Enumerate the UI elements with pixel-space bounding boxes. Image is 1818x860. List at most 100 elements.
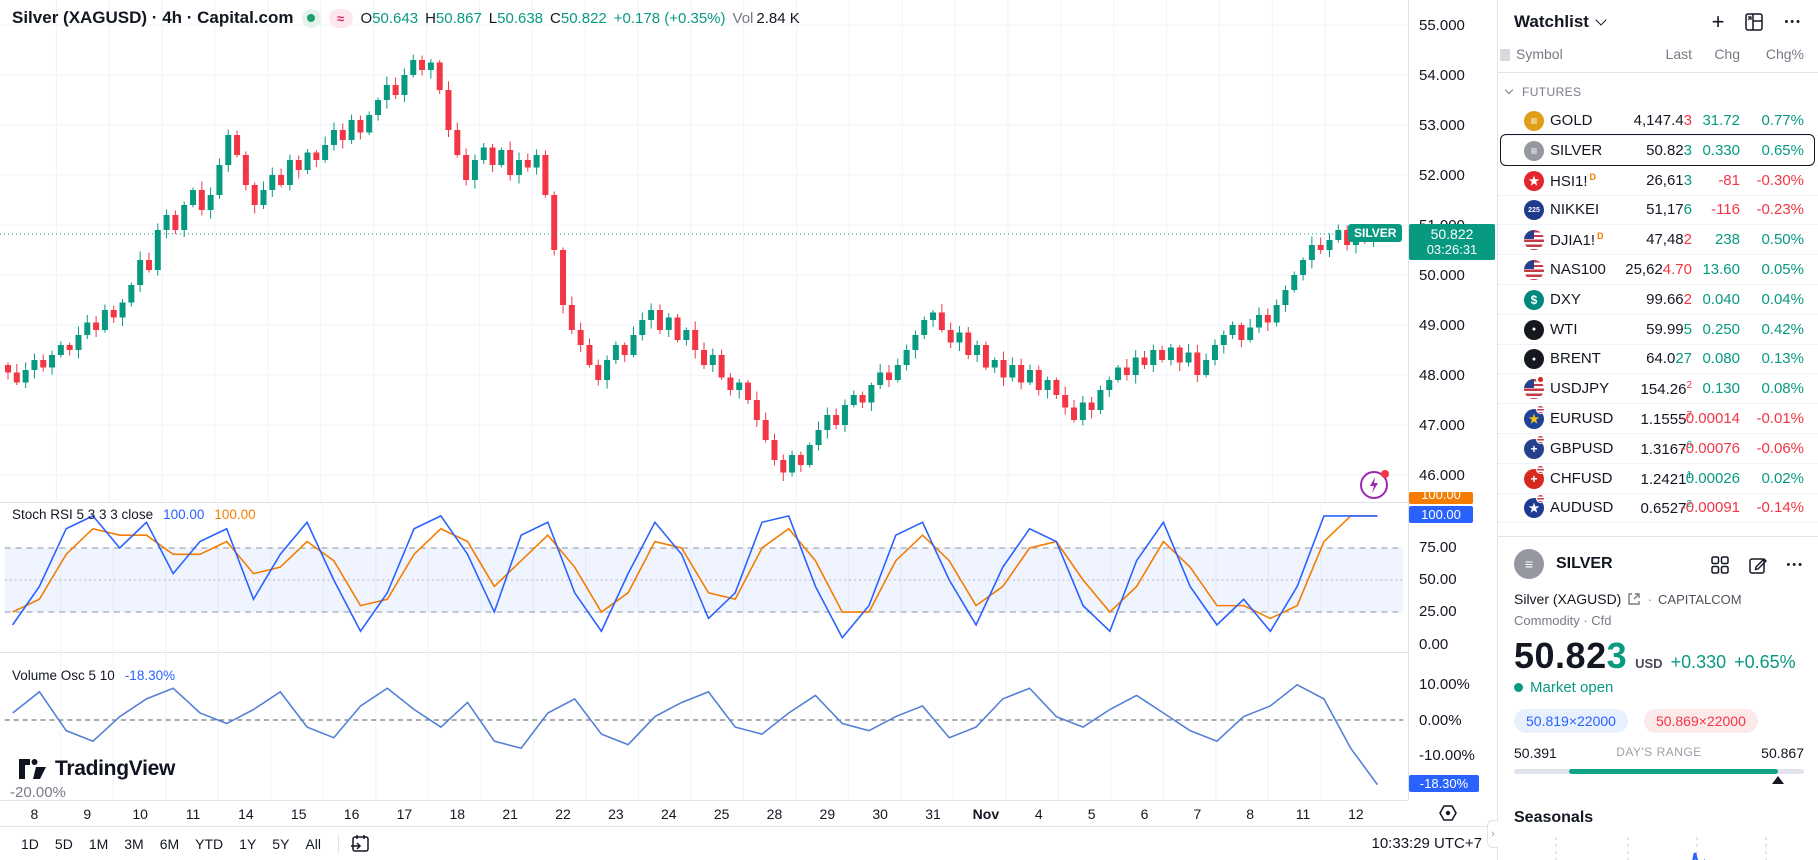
edit-icon[interactable] [1748,555,1768,575]
chfusd-icon: + [1524,468,1544,489]
price-axis-label: 53.000 [1419,117,1465,134]
column-chgp[interactable]: Chg% [1765,46,1804,62]
range-button-1m[interactable]: 1M [88,835,109,852]
change-pct-cell: -0.06% [1756,439,1804,457]
clock[interactable]: 10:33:29 UTC+7 [1371,835,1483,852]
range-button-all[interactable]: All [305,835,321,852]
watchlist-header: Watchlist + ••• [1498,0,1818,44]
stoch-k-value: 100.00 [163,507,205,522]
price-axis[interactable]: 55.00054.00053.00052.00051.00050.00049.0… [1408,0,1496,800]
flag-column-icon[interactable] [1500,49,1510,61]
grid-layout-button[interactable] [1744,12,1764,32]
time-axis[interactable]: 8 9 10 11 14 15 16 17 18 21 22 23 24 25 28 29 30 31 Nov 4 5 6… [0,800,1408,826]
time-axis-label: 24 [660,806,677,822]
change-pct-cell: -0.23% [1756,201,1804,219]
market-open-dot [1514,683,1523,692]
range-button-1y[interactable]: 1Y [239,835,257,852]
change-cell: -0.00091 [1680,499,1740,517]
symbol-title[interactable]: Silver (XAGUSD) · 4h · Capital.com [12,8,294,27]
watchlist-row-djia1[interactable]: DJIA1! D 47,482 238 0.50% [1498,225,1818,256]
us-flag-icon [1524,379,1544,400]
last-price-cell: 1.24211 [1640,469,1692,488]
stoch-d-value: 100.00 [214,507,256,522]
stoch-axis-label: 25.00 [1419,603,1457,621]
watchlist-row-eurusd[interactable]: ★ EURUSD 1.15557 -0.00014 -0.01% [1498,404,1818,434]
last-price-cell: 64.027 [1646,350,1692,368]
add-symbol-button[interactable]: + [1711,9,1725,34]
watchlist-row-hsi1[interactable]: ★ HSI1! D 26,613 -81 -0.30% [1498,166,1818,196]
time-axis-label: 15 [290,806,307,822]
column-last[interactable]: Last [1665,46,1692,62]
change-pct-cell: 0.04% [1761,290,1804,308]
ohlc-item: O50.643 [360,9,419,27]
watchlist-title-button[interactable]: Watchlist [1514,12,1607,32]
external-link-icon[interactable] [1627,592,1641,606]
detail-name[interactable]: Silver (XAGUSD) [1514,591,1622,607]
detail-symbol[interactable]: SILVER [1556,555,1613,572]
market-open-dot-icon[interactable] [301,8,321,28]
time-axis-label: 25 [713,806,730,822]
tradingview-logo-text: TradingView [55,757,176,780]
ohlc-item: H50.867 [425,9,482,27]
layout-grid-icon[interactable] [1710,555,1730,575]
range-button-5d[interactable]: 5D [54,835,73,852]
lightning-icon[interactable] [1360,470,1389,499]
detail-source[interactable]: CAPITALCOM [1658,591,1742,607]
last-price-cell: 59.995 [1646,320,1692,338]
us-flag-icon [1524,230,1544,251]
watchlist-row-nas100[interactable]: NAS100 25,624.70 13.60 0.05% [1498,255,1818,285]
brent-icon: ● [1524,349,1544,370]
ask-pill[interactable]: 50.869×22000 [1643,709,1758,733]
watchlist-row-wti[interactable]: ● WTI 59.995 0.250 0.42% [1498,315,1818,345]
watchlist-row-usdjpy[interactable]: USDJPY 154.262 0.130 0.08% [1498,374,1818,405]
go-to-date-icon[interactable] [349,833,371,855]
column-symbol[interactable]: Symbol [1516,46,1563,62]
detail-more-button[interactable]: ••• [1786,559,1804,571]
market-status: Market open [1514,679,1613,696]
range-button-3m[interactable]: 3M [124,835,144,852]
watchlist-row-chfusd[interactable]: + CHFUSD 1.24211 0.00026 0.02% [1498,464,1818,494]
watchlist-row-gbpusd[interactable]: + GBPUSD 1.31676 -0.00076 -0.06% [1498,434,1818,464]
watchlist-more-button[interactable]: ••• [1784,16,1802,28]
symbol-name: NIKKEI [1550,201,1600,219]
sidebar-expander[interactable]: › [1487,820,1498,848]
watchlist-row-silver[interactable]: ≡ SILVER 50.823 0.330 0.65% [1498,133,1818,166]
main-chart-pane[interactable] [0,0,1408,502]
range-button-6m[interactable]: 6M [159,835,180,852]
watchlist-row-gold[interactable]: ≡ GOLD 4,147.43 31.72 0.77% [1498,106,1818,136]
stoch-rsi-legend[interactable]: Stoch RSI 5 3 3 3 close 100.00 100.00 [12,507,256,522]
range-button-ytd[interactable]: YTD [195,835,224,852]
change-cell: 0.330 [1702,141,1740,159]
tradingview-logo[interactable]: TradingView [18,757,175,781]
vol-hidden-axis-label: -20.00% [10,784,66,801]
watchlist-row-brent[interactable]: ● BRENT 64.027 0.080 0.13% [1498,344,1818,375]
change-cell: 0.080 [1702,350,1740,368]
stoch-rsi-pane[interactable] [0,502,1408,652]
price-axis-label: 47.000 [1419,417,1465,434]
us-flag-badge-icon [1536,405,1545,414]
time-axis-label: 30 [872,806,888,822]
column-chg[interactable]: Chg [1714,46,1740,62]
symbol-name: CHFUSD [1550,469,1613,487]
time-axis-settings-icon[interactable] [1438,803,1458,828]
futures-section-header[interactable]: FUTURES [1498,80,1818,104]
change-cell: 0.130 [1702,380,1740,398]
watchlist-row-audusd[interactable]: ★ AUDUSD 0.65272 -0.00091 -0.14% [1498,493,1818,524]
range-button-1d[interactable]: 1D [21,835,39,852]
watchlist-row-dxy[interactable]: $ DXY 99.662 0.040 0.04% [1498,285,1818,315]
symbol-name: USDJPY [1550,380,1610,398]
time-axis-label: 5 [1087,806,1096,822]
us-flag-badge-icon [1536,464,1545,474]
volume-osc-pane[interactable] [0,652,1408,800]
detail-currency: USD [1635,656,1663,671]
seasonals-mini-chart[interactable] [1498,833,1818,860]
approx-data-icon[interactable]: ≈ [328,8,353,28]
range-button-5y[interactable]: 5Y [272,835,290,852]
detail-type: Commodity · Cfd [1514,613,1612,628]
watchlist-row-nikkei[interactable]: 225 NIKKEI 51,176 -116 -0.23% [1498,195,1818,226]
time-axis-label: 23 [608,806,624,822]
last-price-cell: 0.65272 [1640,499,1692,518]
volume-osc-legend[interactable]: Volume Osc 5 10 -18.30% [12,668,175,683]
bid-pill[interactable]: 50.819×22000 [1514,709,1628,733]
